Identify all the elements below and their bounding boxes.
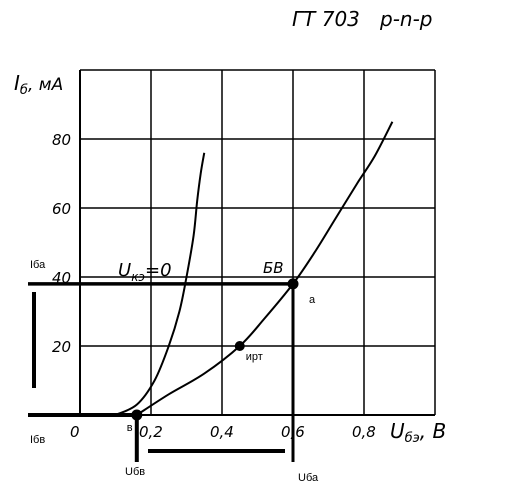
x-axis-label-main: U bbox=[390, 419, 405, 443]
y-tick-label: 60 bbox=[52, 200, 71, 218]
x-tick-label: 0 bbox=[70, 423, 80, 441]
x-tick-label: 0,2 bbox=[139, 423, 163, 441]
y-axis-label-main: I bbox=[14, 71, 20, 95]
annotation-uba: Uба bbox=[298, 472, 319, 484]
curve-label-suffix: =0 bbox=[145, 260, 172, 281]
y-axis-label: Iб, мА bbox=[14, 71, 63, 98]
annotation-ubv: Uбв bbox=[125, 466, 145, 478]
x-axis-label-sub: бэ bbox=[405, 431, 420, 446]
point-a bbox=[287, 278, 299, 290]
curve-label: Uкэ=0 bbox=[118, 260, 172, 284]
point-irt bbox=[234, 341, 245, 351]
x-axis-label: Uбэ, В bbox=[390, 419, 446, 446]
series-line-1 bbox=[115, 152, 206, 416]
y-tick-label: 20 bbox=[52, 338, 71, 356]
y-axis-label-unit: , мА bbox=[28, 75, 63, 95]
grid bbox=[79, 69, 436, 416]
point-a-extra-label: БВ bbox=[263, 259, 284, 277]
point-irt-label: ирт bbox=[246, 351, 263, 363]
chart-title: ГТ 703 bbox=[292, 7, 360, 31]
point-v-label: в bbox=[127, 422, 133, 434]
x-tick-label: 0,8 bbox=[352, 423, 376, 441]
annotation-iba: Iба bbox=[30, 259, 46, 271]
annotation-ibv: Iбв bbox=[30, 434, 45, 446]
curve-label-main: U bbox=[118, 260, 131, 281]
x-axis-label-unit: , В bbox=[420, 419, 446, 443]
curve-label-sub: кэ bbox=[131, 270, 145, 284]
y-axis-label-sub: б bbox=[20, 83, 28, 98]
point-v bbox=[131, 409, 143, 421]
y-tick-label: 80 bbox=[52, 131, 71, 149]
annotation-marks: a БВ ирт в bbox=[28, 259, 316, 462]
x-tick-label: 0,4 bbox=[210, 423, 234, 441]
point-a-label: a bbox=[309, 294, 316, 306]
chart-subtitle: p-n-p bbox=[379, 7, 433, 31]
